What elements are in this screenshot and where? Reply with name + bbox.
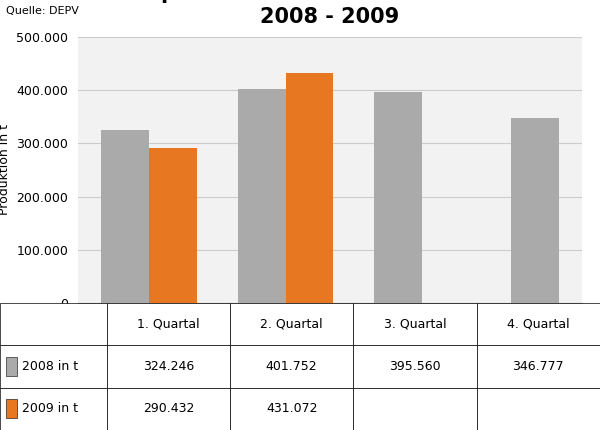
Bar	[7, 399, 17, 418]
Title: Holzpellet-Produktion in Deutschland
2008 - 2009: Holzpellet-Produktion in Deutschland 200…	[110, 0, 550, 27]
Bar	[149, 148, 197, 303]
Text: Quelle: DEPV: Quelle: DEPV	[6, 6, 79, 16]
Bar	[7, 357, 17, 376]
FancyBboxPatch shape	[0, 345, 107, 388]
Text: 346.777: 346.777	[512, 360, 564, 373]
FancyBboxPatch shape	[230, 388, 353, 430]
Text: 290.432: 290.432	[143, 402, 194, 415]
FancyBboxPatch shape	[230, 303, 353, 345]
Text: 395.560: 395.560	[389, 360, 441, 373]
Bar	[238, 89, 286, 303]
FancyBboxPatch shape	[476, 303, 600, 345]
FancyBboxPatch shape	[0, 303, 107, 345]
FancyBboxPatch shape	[107, 303, 230, 345]
FancyBboxPatch shape	[353, 345, 476, 388]
FancyBboxPatch shape	[107, 388, 230, 430]
Text: 2008 in t: 2008 in t	[22, 360, 79, 373]
Bar	[101, 130, 149, 303]
Text: 4. Quartal: 4. Quartal	[507, 318, 569, 331]
Y-axis label: Produktion in t: Produktion in t	[0, 124, 11, 215]
FancyBboxPatch shape	[353, 388, 476, 430]
FancyBboxPatch shape	[476, 345, 600, 388]
Bar	[374, 92, 422, 303]
Text: 2009 in t: 2009 in t	[22, 402, 78, 415]
Text: 431.072: 431.072	[266, 402, 317, 415]
Bar	[286, 73, 334, 303]
Text: 2. Quartal: 2. Quartal	[260, 318, 323, 331]
Text: 401.752: 401.752	[266, 360, 317, 373]
Text: 3. Quartal: 3. Quartal	[383, 318, 446, 331]
Bar	[511, 118, 559, 303]
FancyBboxPatch shape	[476, 388, 600, 430]
FancyBboxPatch shape	[230, 345, 353, 388]
Text: 324.246: 324.246	[143, 360, 194, 373]
FancyBboxPatch shape	[107, 345, 230, 388]
FancyBboxPatch shape	[353, 303, 476, 345]
Text: 1. Quartal: 1. Quartal	[137, 318, 200, 331]
FancyBboxPatch shape	[0, 388, 107, 430]
